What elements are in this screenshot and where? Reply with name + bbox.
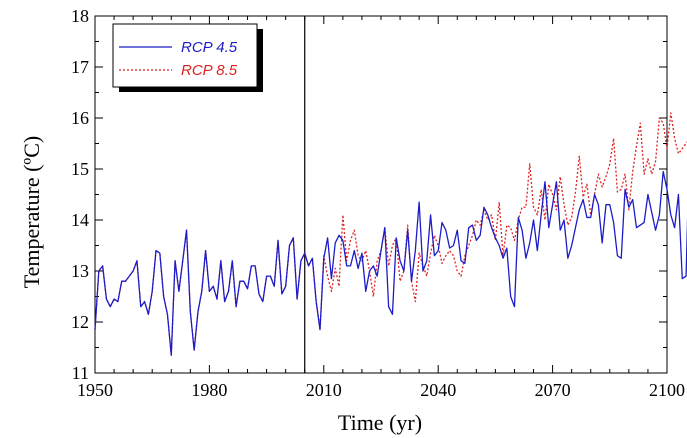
series-line-rcp85 — [94, 112, 687, 356]
x-tick-label: 1950 — [77, 380, 113, 400]
series-line-rcp45 — [94, 170, 687, 356]
x-tick-label: 2040 — [420, 380, 456, 400]
y-tick-label: 13 — [71, 261, 89, 281]
x-tick-label: 2100 — [649, 380, 685, 400]
legend-label-rcp85: RCP 8.5 — [181, 62, 238, 79]
axes: 11 12 13 14 15 16 17 18 1950 1980 2010 2040 2070 2100 — [71, 6, 685, 400]
x-tick-label: 2070 — [535, 380, 571, 400]
series-group — [94, 112, 687, 356]
y-tick-label: 11 — [72, 363, 89, 383]
y-tick-label: 18 — [71, 6, 89, 26]
y-axis-title: Temperature (ºC) — [19, 136, 44, 289]
y-tick-label: 14 — [71, 210, 89, 230]
legend: RCP 4.5 RCP 8.5 — [112, 23, 263, 92]
y-tick-label: 16 — [71, 108, 89, 128]
y-tick-label: 15 — [71, 159, 89, 179]
legend-box — [112, 23, 258, 88]
y-tick-label: 17 — [71, 57, 89, 77]
x-tick-label: 1980 — [191, 380, 227, 400]
legend-label-rcp45: RCP 4.5 — [181, 39, 238, 56]
x-tick-label: 2010 — [306, 380, 342, 400]
y-tick-label: 12 — [71, 312, 89, 332]
x-axis-title: Time (yr) — [338, 410, 422, 435]
